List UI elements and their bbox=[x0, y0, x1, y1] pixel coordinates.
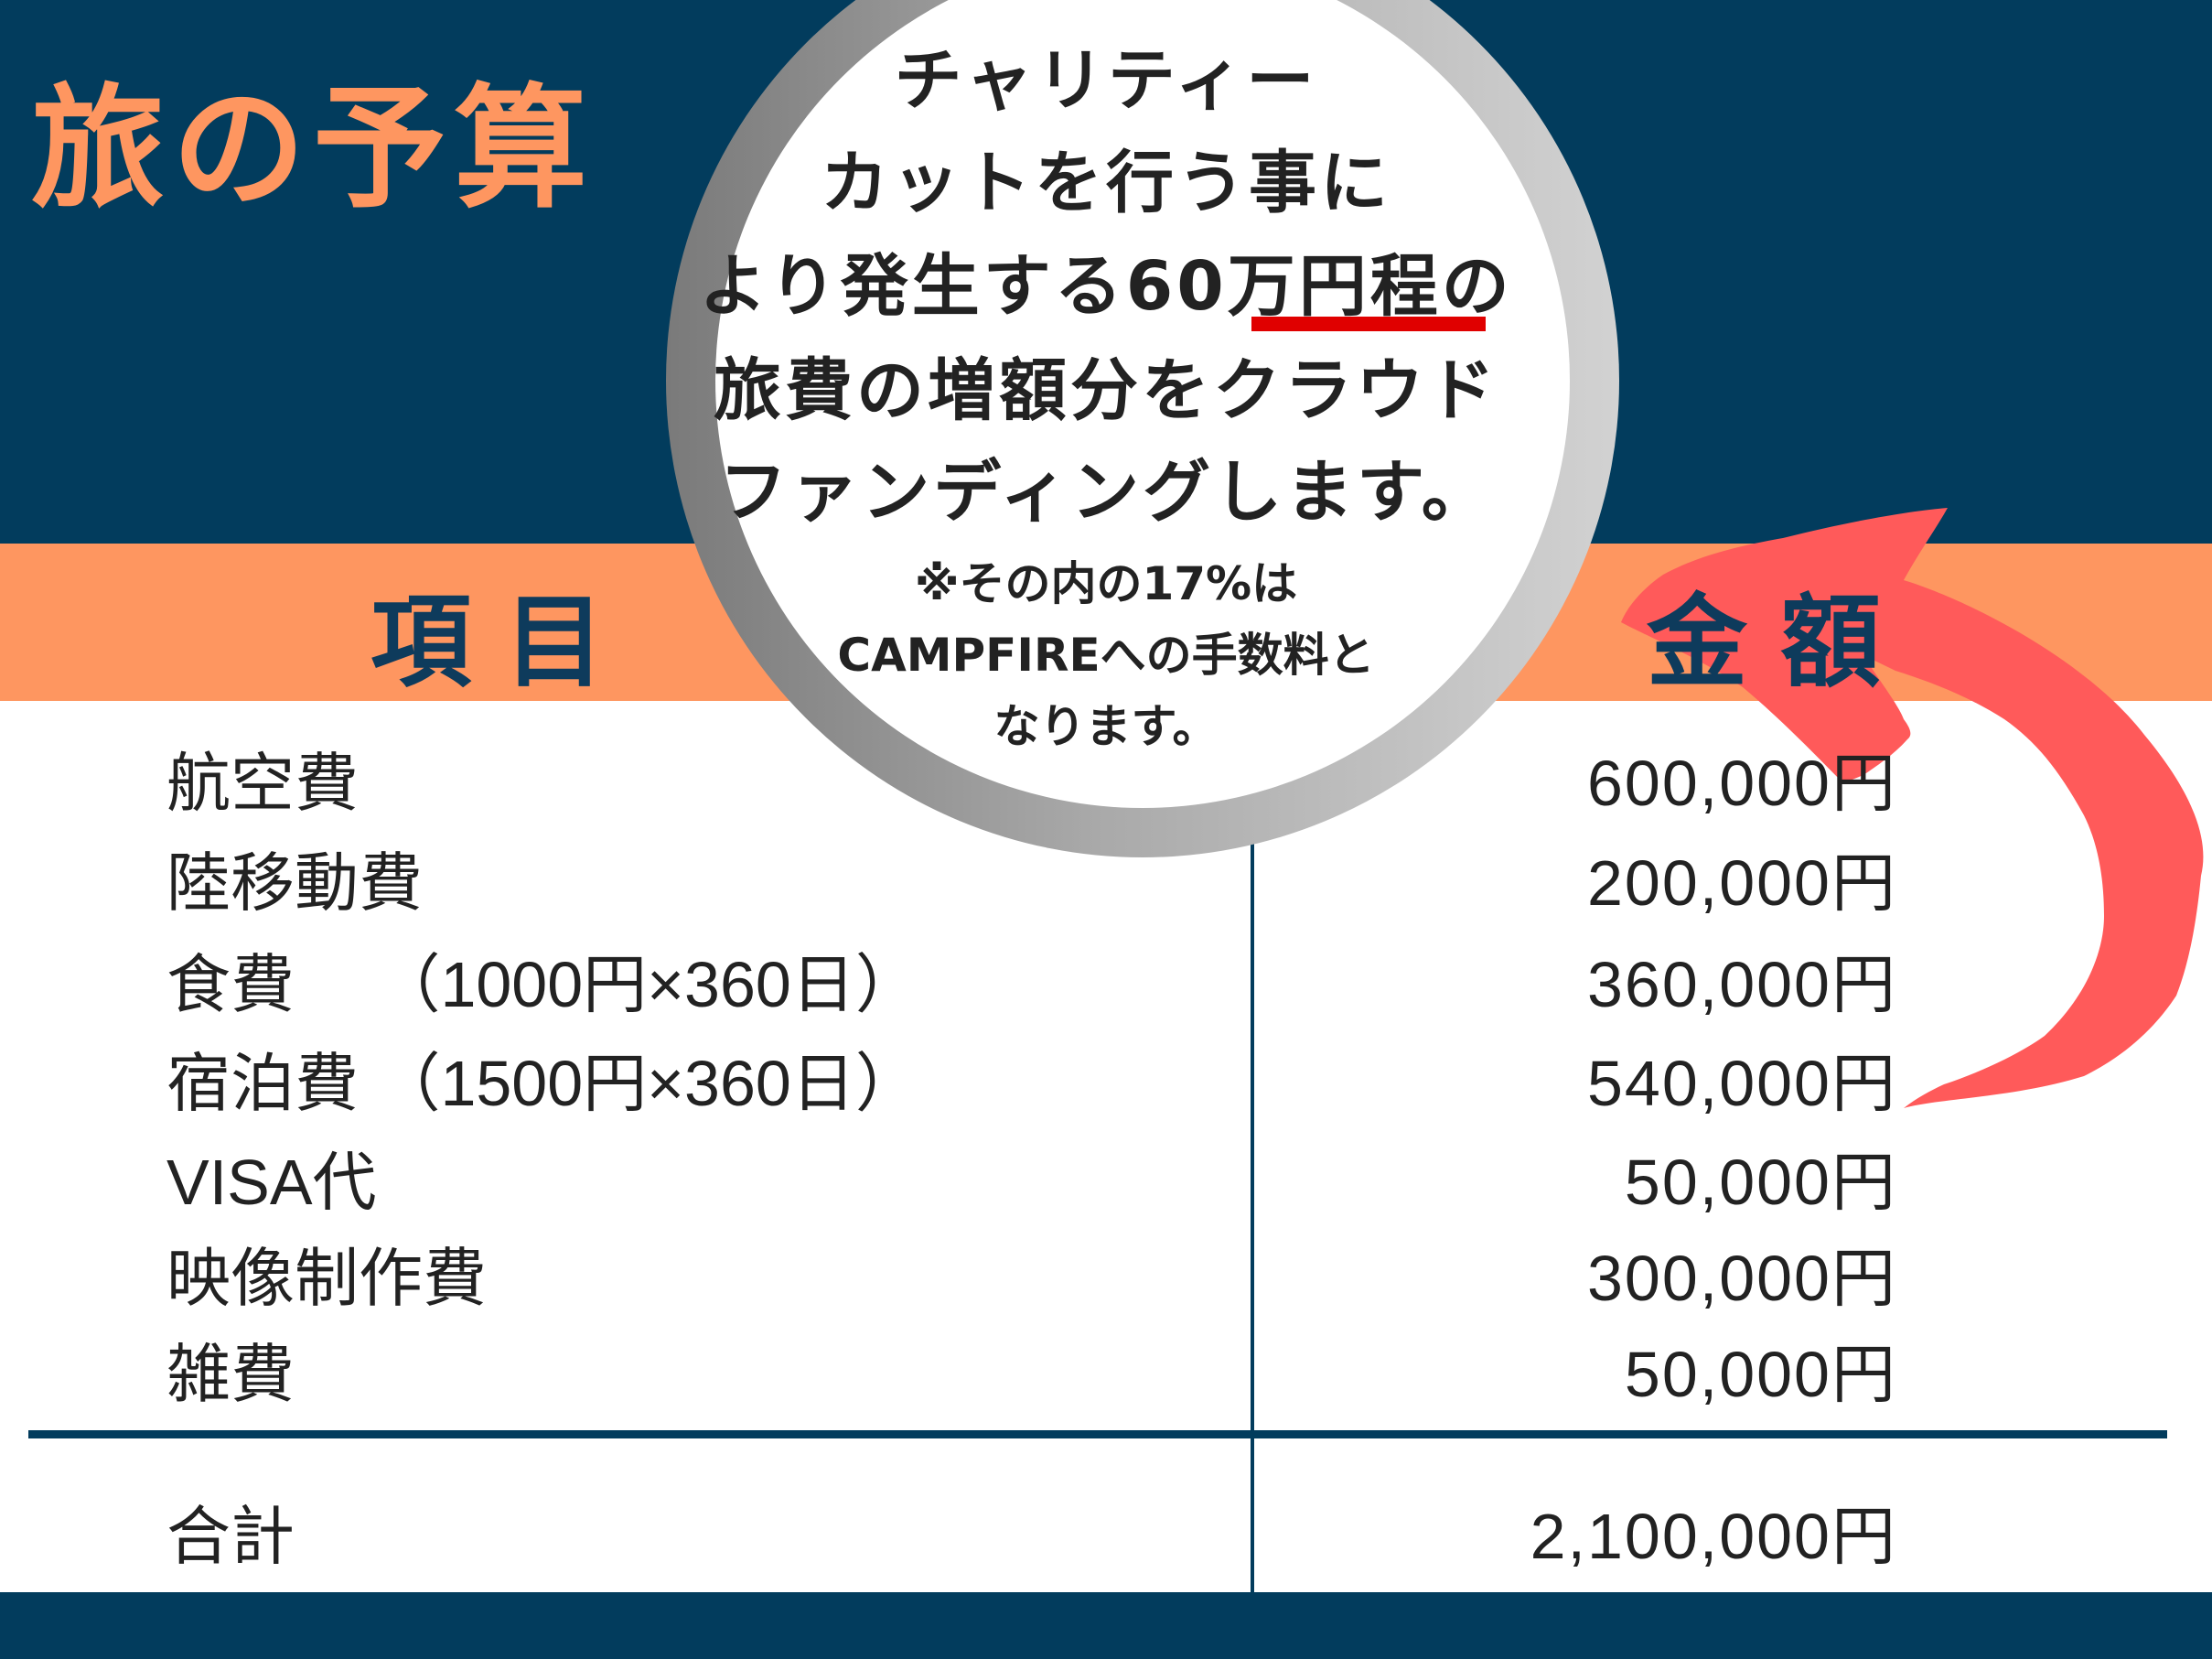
table-row: 陸移動費 200,000円 bbox=[0, 832, 2212, 923]
callout-line: 旅費の増額分をクラウド bbox=[714, 351, 1498, 430]
total-divider bbox=[28, 1430, 2167, 1438]
item-label: 航空費 bbox=[166, 748, 359, 819]
item-amount: 540,000円 bbox=[1586, 1048, 1897, 1119]
item-label: 映像制作費 bbox=[166, 1243, 487, 1314]
item-label: 宿泊費 （1500円×360日） bbox=[166, 1048, 919, 1119]
callout-line: チャリティー bbox=[894, 41, 1318, 120]
column-divider bbox=[1251, 842, 1254, 1592]
column-header-item: 項目 bbox=[370, 584, 638, 701]
item-label: 雑費 bbox=[166, 1339, 295, 1410]
arrow-shape bbox=[1621, 508, 2204, 1108]
table-row: 宿泊費 （1500円×360日） 540,000円 bbox=[0, 1032, 2212, 1124]
item-label: VISA代 bbox=[166, 1147, 377, 1218]
table-row: 航空費 600,000円 bbox=[0, 732, 2212, 824]
callout-line: ファンディングします。 bbox=[719, 453, 1493, 532]
item-amount: 50,000円 bbox=[1624, 1339, 1897, 1410]
table-row: 映像制作費 300,000円 bbox=[0, 1227, 2212, 1319]
table-row: VISA代 50,000円 bbox=[0, 1131, 2212, 1223]
callout-line: カットを行う事に bbox=[821, 144, 1391, 222]
item-amount: 300,000円 bbox=[1586, 1243, 1897, 1314]
highlight-underline bbox=[1251, 317, 1486, 331]
table-row: 雑費 50,000円 bbox=[0, 1323, 2212, 1415]
total-amount: 2,100,000円 bbox=[1530, 1501, 1897, 1572]
callout-note: ※その内の17%は bbox=[914, 557, 1298, 610]
table-row: 食費 （1000円×360日） 360,000円 bbox=[0, 933, 2212, 1025]
total-label: 合計 bbox=[166, 1501, 295, 1572]
item-amount: 600,000円 bbox=[1586, 748, 1897, 819]
item-amount: 200,000円 bbox=[1586, 847, 1897, 919]
callout-note: CAMPFIREへの手数料と bbox=[837, 629, 1375, 682]
bottom-banner bbox=[0, 1592, 2212, 1659]
callout-circle bbox=[666, 0, 1619, 857]
callout-note: なります。 bbox=[993, 700, 1219, 753]
callout-line: より発生する60万円程の bbox=[699, 247, 1513, 326]
column-header-amount: 金額 bbox=[1647, 584, 1914, 701]
item-amount: 360,000円 bbox=[1586, 949, 1897, 1020]
item-amount: 50,000円 bbox=[1624, 1147, 1897, 1218]
item-label: 陸移動費 bbox=[166, 847, 423, 919]
item-label: 食費 （1000円×360日） bbox=[166, 949, 919, 1020]
total-row: 合計 2,100,000円 bbox=[0, 1485, 2212, 1577]
page-title: 旅の予算 bbox=[31, 71, 595, 227]
